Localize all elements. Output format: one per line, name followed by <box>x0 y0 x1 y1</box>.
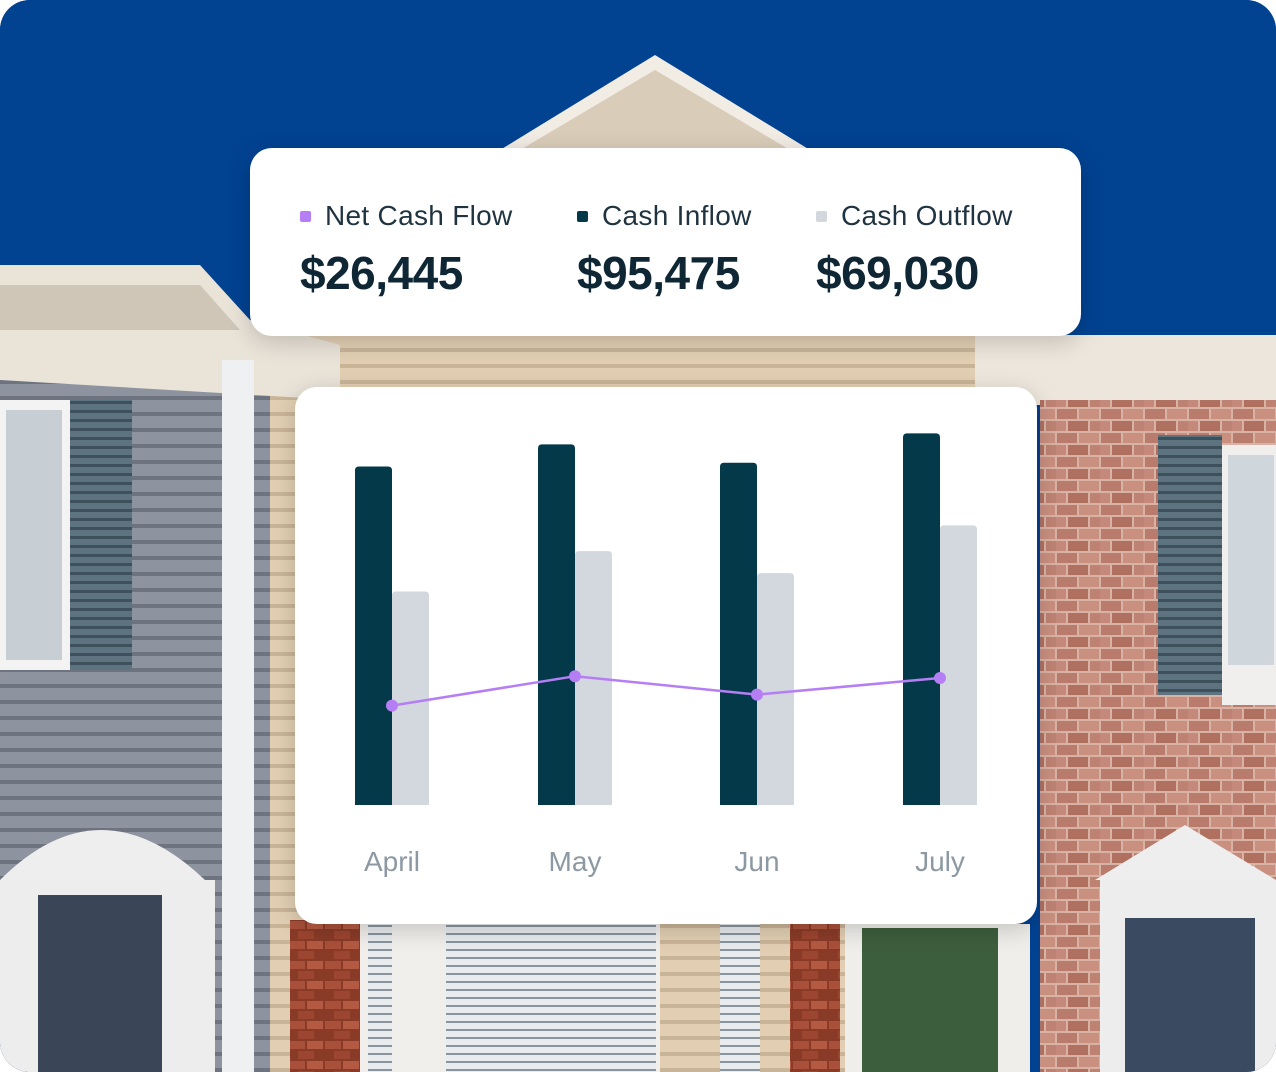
net-cash-flow-point <box>569 670 581 683</box>
x-tick-label: May <box>549 846 602 877</box>
cash-inflow-bar <box>720 462 757 805</box>
cash-inflow-label: Cash Inflow <box>602 200 752 231</box>
net-cash-flow-line <box>391 674 941 707</box>
cash-outflow-bar <box>392 591 429 805</box>
cash-outflow-label: Cash Outflow <box>841 200 1013 231</box>
summary-card: Net Cash Flow $26,445 Cash Inflow $95,47… <box>250 148 1081 336</box>
cash-inflow-value: $95,475 <box>577 247 740 299</box>
cash-flow-chart-card: April May Jun July <box>295 387 1037 924</box>
cash-inflow-swatch <box>577 210 588 222</box>
x-tick-label: Jun <box>734 846 779 877</box>
cash-flow-chart: April May Jun July <box>355 433 977 877</box>
net-cash-flow-point <box>934 672 946 685</box>
cash-outflow-bar <box>757 573 794 805</box>
cash-inflow-bar <box>355 466 392 805</box>
cash-outflow-bar <box>940 525 977 805</box>
cash-inflow-bar <box>903 433 940 805</box>
net-cash-flow-point <box>386 699 398 712</box>
cash-outflow-metric: Cash Outflow $69,030 <box>816 200 1013 300</box>
x-tick-label: July <box>915 846 965 877</box>
cash-outflow-value: $69,030 <box>816 247 979 299</box>
net-cash-flow-metric: Net Cash Flow $26,445 <box>300 200 513 300</box>
net-cash-flow-point <box>751 688 763 701</box>
net-cash-flow-value: $26,445 <box>300 247 463 299</box>
x-tick-label: April <box>364 846 420 877</box>
cash-inflow-metric: Cash Inflow $95,475 <box>577 200 752 300</box>
cash-outflow-swatch <box>816 210 827 222</box>
cash-inflow-bar <box>538 444 575 805</box>
net-cash-flow-label: Net Cash Flow <box>325 200 513 231</box>
net-cash-flow-swatch <box>300 210 311 222</box>
